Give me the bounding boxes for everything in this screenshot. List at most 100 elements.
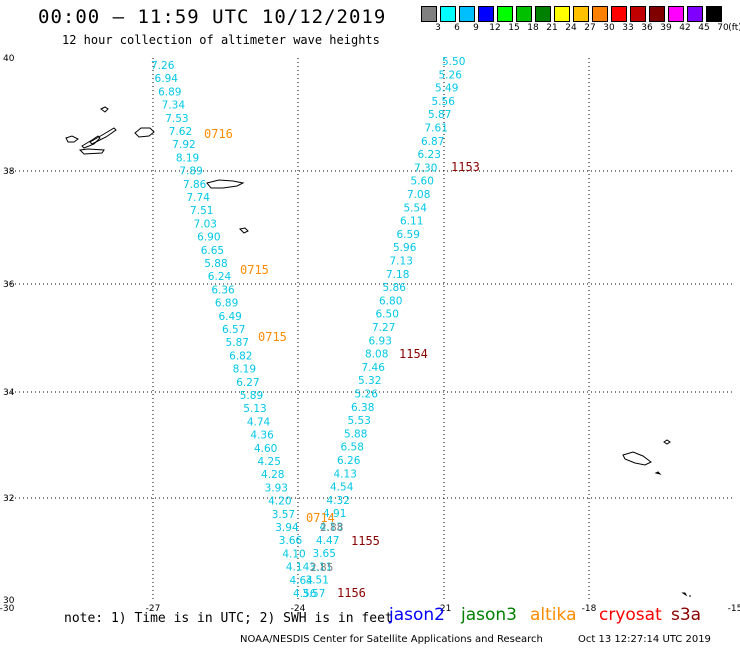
- island-outline: [238, 227, 249, 234]
- colorbar-swatch: [706, 6, 722, 22]
- swh-value: 6.90: [197, 232, 220, 244]
- swh-value: 6.50: [376, 309, 399, 321]
- swh-value: 3.94: [275, 522, 299, 534]
- colorbar-unit: (ft): [728, 23, 740, 33]
- swh-value: 3.57: [302, 588, 325, 600]
- longitude-label: -27: [146, 604, 161, 614]
- grid-layer: [7, 58, 735, 600]
- colorbar-label: 45: [698, 23, 710, 33]
- swh-value: 4.36: [250, 430, 274, 442]
- legend-jason2: jason2: [389, 605, 445, 625]
- swh-value: 6.87: [421, 136, 444, 148]
- latitude-label: 34: [3, 388, 15, 398]
- swh-value: 7.86: [183, 179, 207, 191]
- swh-value: 5.32: [358, 375, 381, 387]
- pass-time-label: 0716: [204, 127, 233, 141]
- swh-value: 7.61: [425, 123, 448, 135]
- swh-value: 4.14: [286, 562, 310, 574]
- swh-value: 5.60: [411, 176, 434, 188]
- colorbar-label: 3: [435, 23, 441, 33]
- swh-value: 4.74: [247, 416, 271, 428]
- swh-value: 4.54: [330, 482, 354, 494]
- swh-value: 6.82: [229, 350, 252, 362]
- swh-value: 7.34: [162, 100, 186, 112]
- swh-value: 6.24: [208, 271, 232, 283]
- colorbar-label: 9: [473, 23, 479, 33]
- longitude-label: -24: [291, 604, 306, 614]
- swh-value: 6.59: [397, 229, 420, 241]
- swh-value: 2.88: [320, 522, 343, 534]
- swh-value: 5.96: [393, 242, 417, 254]
- swh-value: 5.50: [442, 56, 465, 68]
- swh-value: 7.53: [165, 113, 188, 125]
- altimeter-tracks-layer: 7.266.946.897.347.537.627.928.197.897.86…: [151, 56, 480, 600]
- colorbar-label: 36: [641, 23, 653, 33]
- swh-value: 4.10: [282, 548, 305, 560]
- swh-value: 7.92: [172, 139, 195, 151]
- swh-value: 7.62: [169, 126, 192, 138]
- colorbar-label: 6: [454, 23, 460, 33]
- colorbar-swatch: [592, 6, 608, 22]
- swh-value: 5.87: [226, 337, 249, 349]
- longitude-label: -21: [437, 604, 452, 614]
- colorbar-label: 18: [527, 23, 539, 33]
- swh-value: 3.57: [272, 509, 295, 521]
- latitude-label: 36: [3, 280, 15, 290]
- latitude-label: 38: [3, 167, 15, 177]
- swh-value: 6.38: [351, 402, 374, 414]
- swh-value: 3.66: [279, 535, 303, 547]
- island-outline: [681, 592, 691, 597]
- generated-timestamp: Oct 13 12:27:14 UTC 2019: [578, 634, 711, 645]
- swh-value: 4.47: [316, 535, 339, 547]
- pass-time-label: 1153: [451, 160, 480, 174]
- legend-altika: altika: [530, 605, 577, 625]
- latitude-label: 32: [3, 494, 14, 504]
- swh-value: 6.58: [341, 442, 364, 454]
- swh-value: 6.89: [215, 298, 238, 310]
- colorbar-label: 12: [489, 23, 501, 33]
- swh-value: 6.65: [201, 245, 224, 257]
- island-outline: [100, 106, 109, 113]
- colorbar-swatch: [440, 6, 456, 22]
- swh-value: 7.08: [407, 189, 430, 201]
- colorbar-label: 42: [679, 23, 691, 33]
- colorbar-swatch: [630, 6, 646, 22]
- swh-value: 2.85: [310, 562, 333, 574]
- colorbar-label: 24: [565, 23, 577, 33]
- pass-time-label: 1155: [351, 534, 380, 548]
- swh-value: 4.64: [289, 575, 313, 587]
- swh-value: 3.65: [313, 548, 336, 560]
- island-outline: [206, 179, 245, 189]
- colorbar-label: 70: [717, 23, 729, 33]
- swh-value: 4.60: [254, 443, 277, 455]
- latitude-label: 40: [3, 54, 15, 64]
- swh-value: 7.27: [372, 322, 395, 334]
- swh-value: 6.11: [400, 216, 423, 228]
- colorbar-label: 21: [546, 23, 558, 33]
- island-outline: [78, 148, 105, 155]
- legend-s3a: s3a: [671, 605, 702, 625]
- credit-line: NOAA/NESDIS Center for Satellite Applica…: [240, 634, 543, 645]
- swh-value: 6.23: [418, 149, 441, 161]
- legend-cryosat: cryosat: [599, 605, 662, 625]
- pass-time-label: 0715: [240, 263, 269, 277]
- swh-value: 5.86: [383, 282, 407, 294]
- swh-value: 5.26: [355, 389, 379, 401]
- island-outline: [654, 471, 662, 475]
- swh-value: 6.89: [158, 86, 181, 98]
- swh-value: 3.11: [309, 561, 332, 573]
- colorbar-label: 27: [584, 23, 596, 33]
- swh-value: 5.49: [435, 83, 458, 95]
- colorbar-swatch: [687, 6, 703, 22]
- swh-value: 7.13: [390, 256, 413, 268]
- colorbar-swatch: [668, 6, 684, 22]
- swh-value: 3.93: [265, 482, 288, 494]
- island-outline: [134, 127, 155, 138]
- island-outline: [81, 135, 101, 149]
- swh-value: 6.94: [155, 73, 179, 85]
- pass-time-label: 0714: [306, 511, 335, 525]
- swh-value: 6.26: [337, 455, 361, 467]
- island-outline: [65, 135, 79, 143]
- swh-value: 7.74: [187, 192, 211, 204]
- colorbar-swatch: [649, 6, 665, 22]
